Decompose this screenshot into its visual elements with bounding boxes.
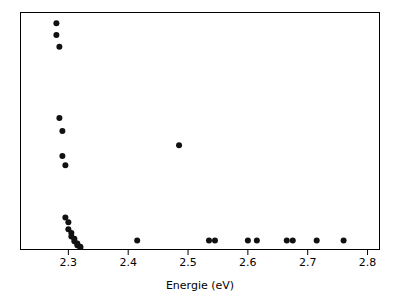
svg-text:2.4: 2.4 (119, 256, 137, 269)
svg-text:2.3: 2.3 (60, 256, 78, 269)
svg-text:2.8: 2.8 (359, 256, 377, 269)
svg-text:2.7: 2.7 (299, 256, 317, 269)
svg-text:2.5: 2.5 (179, 256, 197, 269)
svg-text:2.6: 2.6 (239, 256, 257, 269)
svg-text:Energie (eV): Energie (eV) (166, 279, 234, 291)
